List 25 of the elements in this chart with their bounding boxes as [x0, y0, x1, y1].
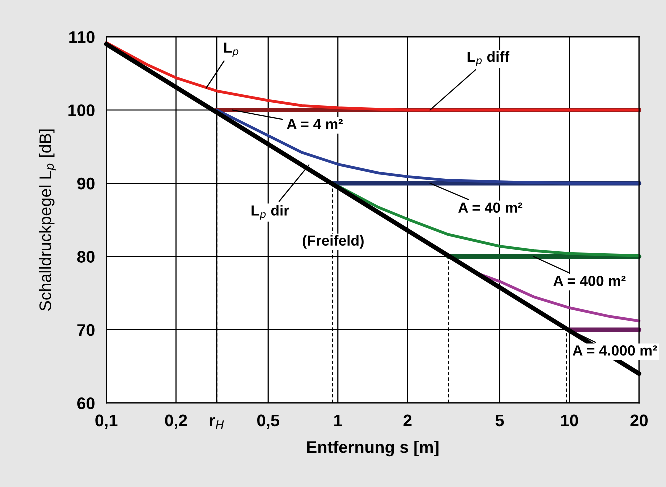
x-tick-label: 10 [561, 414, 578, 427]
y-tick-label: 80 [77, 251, 95, 263]
x-tick-label: 20 [630, 414, 648, 427]
annotation: L$_{p}$ dir [252, 205, 290, 220]
x-tick-label: r$_{H}$ [210, 417, 224, 430]
x-tick-label: 1 [334, 414, 342, 426]
x-tick-label: 0,1 [96, 414, 118, 430]
annotation: A = 4.000 m² [572, 346, 658, 356]
annotation: A = 40 m² [458, 202, 523, 214]
y-tick-label: 100 [68, 104, 95, 116]
y-tick-label: 70 [78, 324, 95, 336]
annotation: A = 4 m² [287, 119, 344, 130]
annotation: (Freifeld) [302, 235, 364, 249]
annotation: L$_{p}$ diff [468, 51, 510, 66]
x-tick-label: 0,2 [165, 414, 188, 430]
y-tick-label: 60 [78, 398, 95, 410]
annotation: A = 400 m² [554, 276, 626, 286]
x-axis-title: Entfernung s [m] [307, 440, 439, 457]
x-tick-label: 5 [496, 414, 504, 427]
y-axis-title: Schalldruckpegel L$_{p}$ [dB] [39, 130, 56, 311]
annotation: L$_{p}$ [224, 42, 239, 58]
y-tick-label: 90 [77, 178, 95, 190]
y-tick-label: 110 [70, 31, 95, 44]
x-tick-label: 2 [404, 414, 412, 426]
x-tick-label: 0,5 [257, 414, 280, 430]
